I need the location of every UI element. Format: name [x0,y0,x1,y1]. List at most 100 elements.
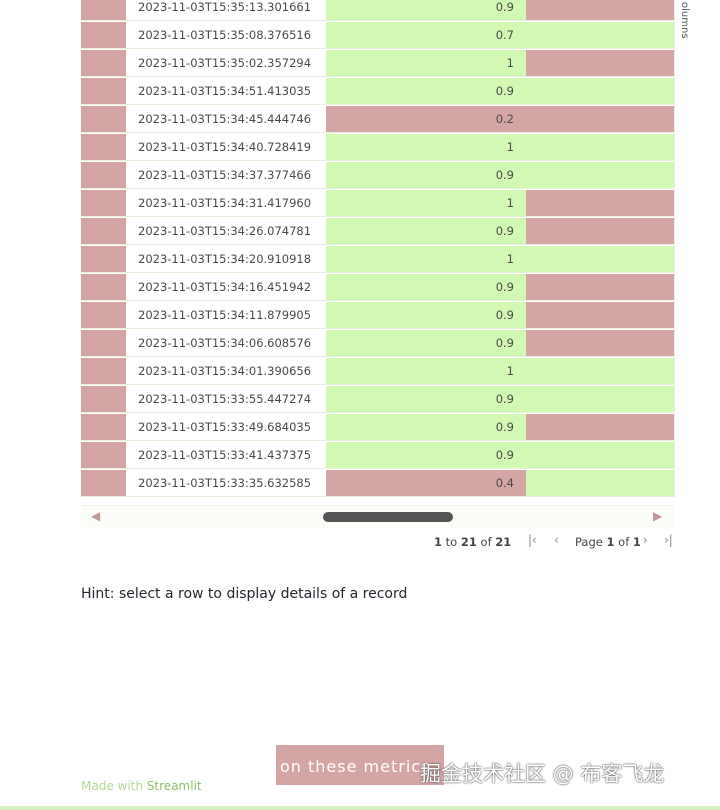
hint: Hint: select a row to display details of… [81,586,408,602]
time-cell: 2023-11-03T15:33:41.437375 [126,442,326,469]
flag-cell [526,0,674,21]
flag-cell [526,330,674,357]
overlay-box: on these metrics [276,745,444,785]
watermark: 掘金技术社区 @ 布客飞龙 [420,762,665,786]
value-cell: 0.7 [326,22,526,49]
value-cell: 0.9 [326,330,526,357]
table-row[interactable]: 2023-11-03T15:33:49.684035 0.9 [81,414,674,442]
scroll-left[interactable]: ◀ [91,509,101,523]
value-cell: 0.4 [326,470,526,497]
flag-cell [526,218,674,245]
table-row[interactable]: 2023-11-03T15:34:11.879905 0.9 [81,302,674,330]
value-cell: 0.9 [326,442,526,469]
index-cell [81,330,126,357]
flag-cell [526,358,674,385]
flag-cell [526,274,674,301]
table-row[interactable]: 2023-11-03T15:33:35.632585 0.4 [81,470,674,498]
flag-cell [526,190,674,217]
table-row[interactable]: 2023-11-03T15:35:08.376516 0.7 [81,22,674,50]
flag-cell [526,162,674,189]
index-cell [81,50,126,77]
flag-cell [526,414,674,441]
page-word: Page [575,535,603,549]
time-cell: 2023-11-03T15:34:06.608576 [126,330,326,357]
index-cell [81,358,126,385]
time-cell: 2023-11-03T15:34:31.417960 [126,190,326,217]
index-cell [81,106,126,133]
index-cell [81,0,126,21]
time-cell: 2023-11-03T15:34:01.390656 [126,358,326,385]
time-cell: 2023-11-03T15:35:02.357294 [126,50,326,77]
index-cell [81,274,126,301]
index-cell [81,162,126,189]
flag-cell [526,22,674,49]
time-cell: 2023-11-03T15:34:37.377466 [126,162,326,189]
value-cell: 1 [326,134,526,161]
table-row[interactable]: 2023-11-03T15:34:37.377466 0.9 [81,162,674,190]
scroll-thumb[interactable] [323,512,453,522]
table-row[interactable]: 2023-11-03T15:34:26.074781 0.9 [81,218,674,246]
time-cell: 2023-11-03T15:35:13.301661 [126,0,326,21]
bottom-bar [0,806,720,810]
footer: Made with Streamlit [81,779,202,793]
prev-page[interactable]: ‹ [554,533,559,547]
index-cell [81,134,126,161]
flag-cell [526,246,674,273]
table-row[interactable]: 2023-11-03T15:34:16.451942 0.9 [81,274,674,302]
value-cell: 1 [326,190,526,217]
next-page[interactable]: › [643,533,648,547]
table-row[interactable]: 2023-11-03T15:35:02.357294 1 [81,50,674,78]
page-indicator: Page 1 of 1 [575,535,641,549]
index-cell [81,190,126,217]
sidebar-label[interactable]: olumns [679,2,690,39]
table-row[interactable]: 2023-11-03T15:33:55.447274 0.9 [81,386,674,414]
horizontal-scrollbar[interactable]: ◀ ▶ [81,505,674,528]
time-cell: 2023-11-03T15:34:45.444746 [126,106,326,133]
from: 1 [434,535,443,549]
flag-cell [526,50,674,77]
scroll-right[interactable]: ▶ [653,509,663,523]
time-cell: 2023-11-03T15:33:49.684035 [126,414,326,441]
flag-cell [526,386,674,413]
value-cell: 0.9 [326,0,526,21]
table-row[interactable]: 2023-11-03T15:34:06.608576 0.9 [81,330,674,358]
columns-sidebar[interactable]: olumns [674,0,697,498]
flag-cell [526,470,674,497]
index-cell [81,442,126,469]
brand[interactable]: Streamlit [146,779,202,793]
time-cell: 2023-11-03T15:34:51.413035 [126,78,326,105]
first-page[interactable]: |‹ [528,533,537,547]
flag-cell [526,134,674,161]
index-cell [81,218,126,245]
total: 21 [495,535,512,549]
table-row[interactable]: 2023-11-03T15:34:40.728419 1 [81,134,674,162]
data-grid: 2023-11-03T15:35:13.301661 0.9 2023-11-03T… [81,0,674,498]
flag-cell [526,106,674,133]
to: 21 [460,535,477,549]
table-row[interactable]: 2023-11-03T15:34:45.444746 0.2 [81,106,674,134]
value-cell: 0.9 [326,218,526,245]
table-row[interactable]: 2023-11-03T15:34:20.910918 1 [81,246,674,274]
table-row[interactable]: 2023-11-03T15:34:01.390656 1 [81,358,674,386]
table-row[interactable]: 2023-11-03T15:34:51.413035 0.9 [81,78,674,106]
to-word: to [445,535,458,549]
index-cell [81,386,126,413]
time-cell: 2023-11-03T15:34:11.879905 [126,302,326,329]
last-page[interactable]: ›| [664,533,673,547]
row-count: 1 to 21 of 21 [434,535,511,549]
value-cell: 1 [326,50,526,77]
table-row[interactable]: 2023-11-03T15:34:31.417960 1 [81,190,674,218]
time-cell: 2023-11-03T15:34:26.074781 [126,218,326,245]
table-row[interactable]: 2023-11-03T15:35:13.301661 0.9 [81,0,674,22]
index-cell [81,22,126,49]
value-cell: 0.9 [326,302,526,329]
time-cell: 2023-11-03T15:33:55.447274 [126,386,326,413]
time-cell: 2023-11-03T15:34:16.451942 [126,274,326,301]
value-cell: 0.9 [326,414,526,441]
index-cell [81,470,126,497]
table-row[interactable]: 2023-11-03T15:33:41.437375 0.9 [81,442,674,470]
flag-cell [526,442,674,469]
value-cell: 0.9 [326,78,526,105]
page-of-word: of [618,535,630,549]
